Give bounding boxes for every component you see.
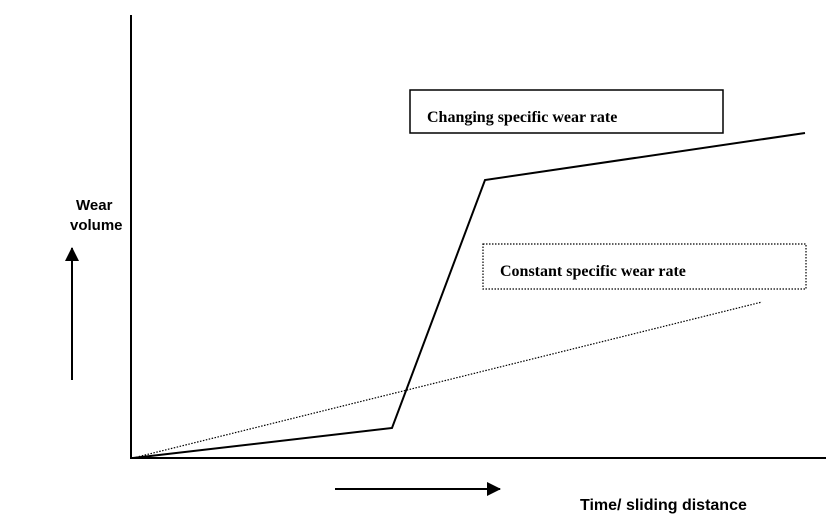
x-axis-label: Time/ sliding distance bbox=[580, 497, 747, 514]
changing-rate-line bbox=[132, 132, 806, 459]
annotation: Constant specific wear rate bbox=[500, 263, 686, 280]
annotation: Changing specific wear rate bbox=[427, 109, 617, 126]
constant-rate-line bbox=[132, 301, 763, 459]
y-axis-label: volume bbox=[70, 217, 123, 234]
annotation-box bbox=[482, 243, 807, 290]
annotation-box bbox=[409, 89, 724, 134]
y-axis-label: Wear bbox=[76, 197, 113, 214]
